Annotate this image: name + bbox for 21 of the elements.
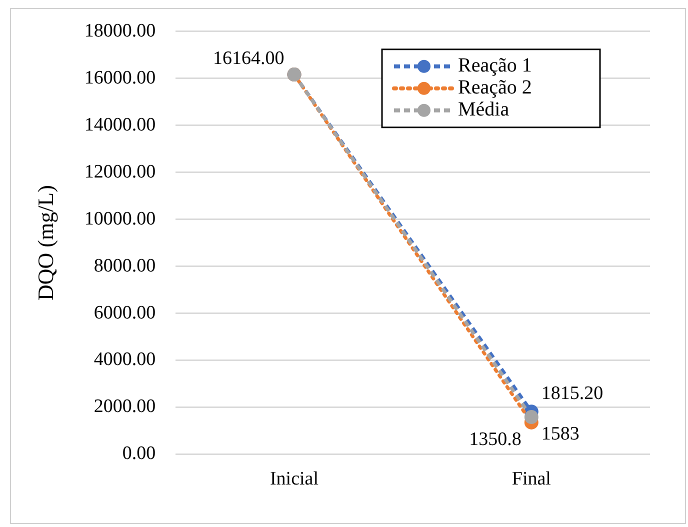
y-tick-label: 10000.00 (84, 208, 156, 230)
y-axis-title: DQO (mg/L) (32, 185, 58, 301)
x-tick-label: Final (512, 468, 551, 490)
data-label: 1583 (541, 424, 580, 444)
point (524, 410, 538, 424)
data-label: 16164.00 (212, 48, 284, 70)
legend-label: Média (458, 98, 510, 121)
legend-label: Reação 1 (458, 54, 532, 77)
y-tick-label: 14000.00 (84, 114, 156, 136)
data-label: 1815.20 (541, 383, 604, 404)
legend-label: Reação 2 (458, 76, 532, 99)
y-tick-label: 4000.00 (94, 349, 156, 370)
y-tick-label: 6000.00 (94, 302, 156, 324)
data-label: 1350.8 (469, 428, 522, 450)
y-tick-label: 2000.00 (94, 396, 156, 418)
y-tick-label: 8000.00 (94, 255, 156, 276)
y-tick-label: 16000.00 (84, 67, 156, 88)
y-tick-label: 18000.00 (84, 20, 156, 42)
y-tick-label: 0.00 (122, 443, 156, 464)
x-tick-label: Inicial (270, 468, 319, 490)
y-tick-label: 12000.00 (84, 161, 156, 182)
